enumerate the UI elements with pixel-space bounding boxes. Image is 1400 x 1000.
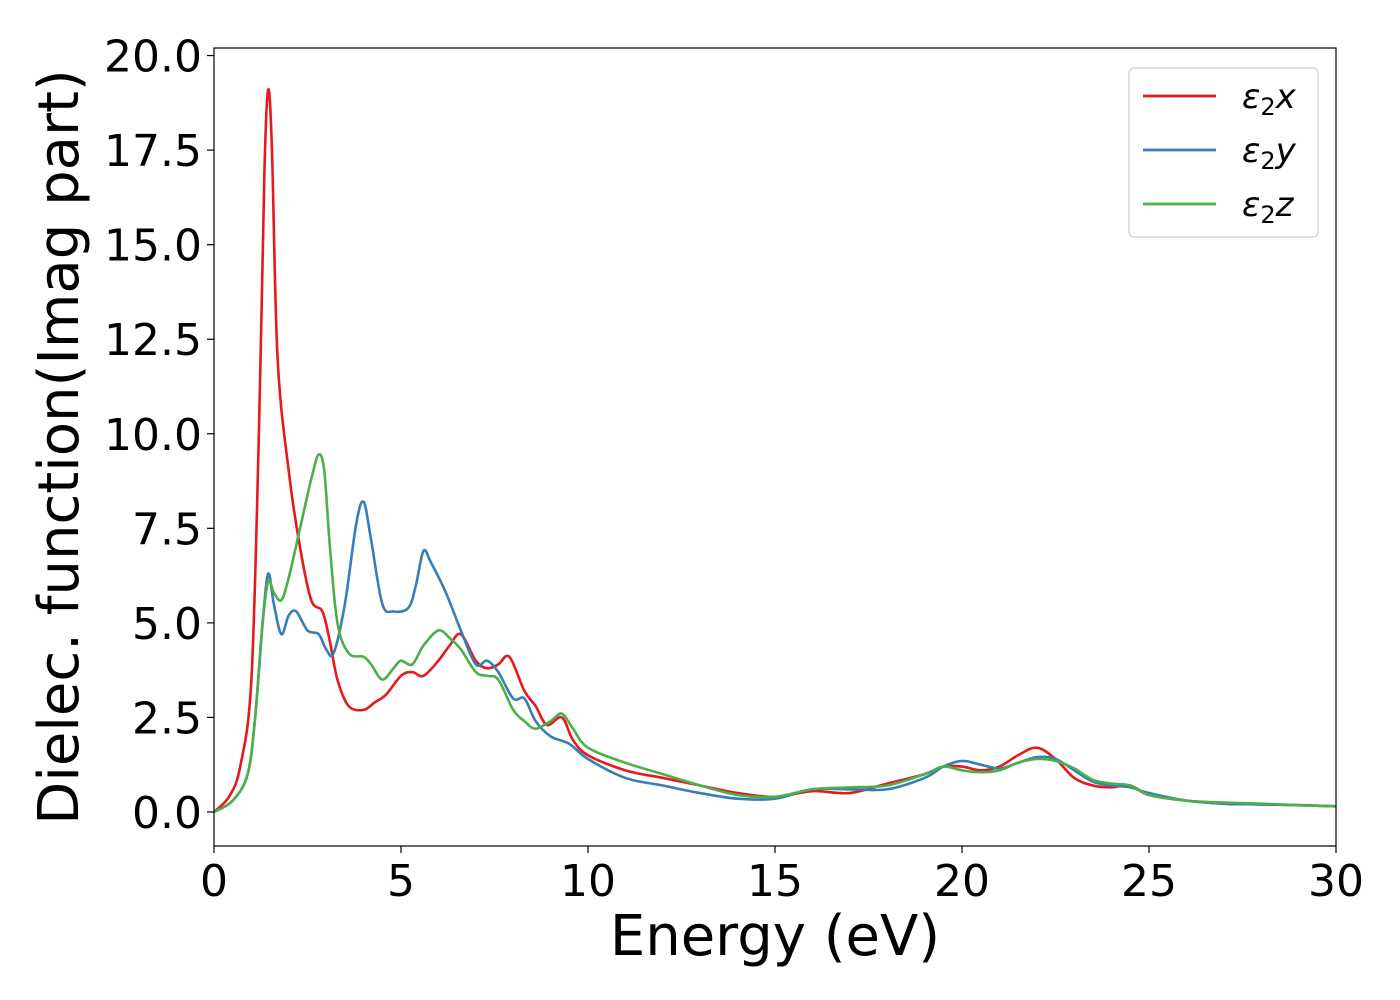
y-tick-label: 0.0: [132, 788, 202, 839]
x-tick-label: 25: [1121, 856, 1177, 907]
plot-lines: [214, 88, 1336, 814]
y-tick-label: 15.0: [104, 221, 202, 272]
legend-label-z: ε2z: [1242, 185, 1295, 229]
x-tick-label: 30: [1308, 856, 1364, 907]
y-axis-label: Dielec. function(Imag part): [27, 69, 92, 825]
legend-label-x: ε2x: [1242, 77, 1297, 121]
legend-label-y: ε2y: [1242, 131, 1297, 175]
y-tick-label: 17.5: [104, 126, 202, 177]
y-tick-label: 12.5: [104, 315, 202, 366]
series-line-y: [214, 500, 1336, 814]
x-axis-label: Energy (eV): [610, 904, 940, 969]
x-tick-label: 10: [560, 856, 616, 907]
x-tick-label: 20: [934, 856, 990, 907]
legend-box: [1128, 67, 1319, 238]
series-line-z: [214, 453, 1336, 814]
y-tick-label: 10.0: [104, 410, 202, 461]
y-tick-label: 2.5: [132, 693, 202, 744]
y-tick-label: 5.0: [132, 599, 202, 650]
y-axis-ticks: 0.0 2.5 5.0 7.5 10.0 12.5 15.0 17.5 20.0: [104, 32, 214, 839]
x-tick-label: 5: [387, 856, 415, 907]
x-tick-label: 0: [200, 856, 228, 907]
y-tick-label: 7.5: [132, 504, 202, 555]
legend: ε2x ε2y ε2z: [1128, 67, 1319, 238]
y-tick-label: 20.0: [104, 32, 202, 83]
x-axis-ticks: 0 5 10 15 20 25 30: [200, 846, 1364, 907]
x-tick-label: 15: [747, 856, 803, 907]
series-line-x: [214, 88, 1336, 813]
